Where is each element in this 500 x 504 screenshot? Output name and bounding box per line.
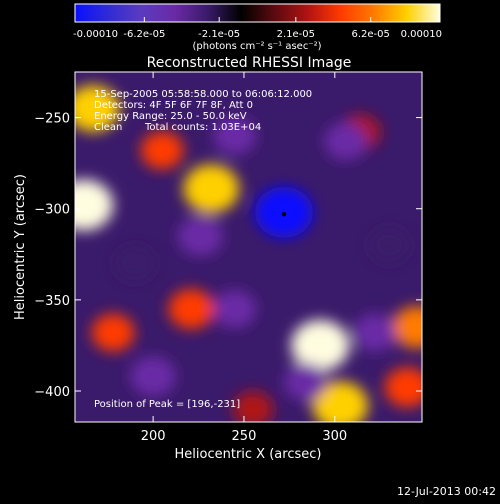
colorbar-tick-label: -0.00010 bbox=[73, 29, 118, 40]
emission-blob bbox=[168, 288, 214, 329]
y-axis-label: Heliocentric Y (arcsec) bbox=[13, 174, 28, 320]
colorbar bbox=[74, 3, 441, 23]
colorbar-ticks bbox=[74, 17, 441, 22]
annotation-block: 15-Sep-2005 05:58:58.000 to 06:06:12.000… bbox=[94, 89, 312, 410]
emission-blob bbox=[312, 381, 369, 422]
annotation-peak-position: Position of Peak = [196,-231] bbox=[94, 399, 240, 410]
colorbar-tick-label: 0.00010 bbox=[401, 29, 442, 40]
annotation-time-range: 15-Sep-2005 05:58:58.000 to 06:06:12.000 bbox=[94, 89, 312, 100]
emission-blob bbox=[232, 391, 274, 422]
emission-blob bbox=[140, 131, 184, 170]
emission-blob bbox=[75, 179, 114, 231]
y-tick-label: −250 bbox=[34, 112, 70, 127]
heatmap-layer bbox=[75, 85, 422, 422]
chart-title: Reconstructed RHESSI Image bbox=[147, 55, 352, 71]
y-tick-label: −400 bbox=[34, 385, 70, 400]
colorbar-tick-label: 6.2e-05 bbox=[351, 29, 389, 40]
negative-blob bbox=[284, 363, 328, 401]
peak-marker bbox=[281, 211, 287, 217]
x-tick-label: 250 bbox=[232, 429, 257, 444]
annotation-total-counts: Total counts: 1.03E+04 bbox=[144, 122, 261, 133]
x-axis-label: Heliocentric X (arcsec) bbox=[175, 447, 322, 462]
emission-blob bbox=[91, 313, 135, 352]
annotation-energy-range: Energy Range: 25.0 - 50.0 keV bbox=[94, 111, 247, 122]
colorbar-tick-label: -2.1e-05 bbox=[198, 29, 240, 40]
plot-frame bbox=[74, 71, 423, 423]
emission-blob bbox=[384, 367, 422, 408]
x-axis-ticks: 200 250 300 bbox=[141, 72, 347, 444]
y-tick-label: −300 bbox=[34, 203, 70, 218]
emission-blob bbox=[183, 164, 240, 214]
y-axis-ticks: −250 −300 −350 −400 bbox=[34, 112, 422, 400]
colorbar-tick-label: -6.2e-05 bbox=[123, 29, 165, 40]
emission-blob bbox=[75, 85, 120, 132]
negative-blob bbox=[213, 290, 257, 328]
negative-blob bbox=[324, 122, 368, 161]
x-tick-label: 200 bbox=[141, 429, 166, 444]
emission-blob bbox=[291, 320, 350, 371]
negative-blob bbox=[130, 356, 176, 397]
negative-blob bbox=[213, 116, 257, 155]
negative-blob bbox=[353, 313, 397, 352]
colorbar-tick-label: 2.1e-05 bbox=[277, 29, 315, 40]
negative-blob bbox=[114, 245, 156, 282]
date-stamp: 12-Jul-2013 00:42 bbox=[397, 485, 496, 498]
emission-blob bbox=[392, 306, 422, 349]
y-tick-label: −350 bbox=[34, 294, 70, 309]
negative-blob bbox=[177, 216, 224, 257]
annotation-detectors: Detectors: 4F 5F 6F 7F 8F, Att 0 bbox=[94, 100, 253, 111]
negative-blob bbox=[369, 227, 410, 263]
x-tick-label: 300 bbox=[322, 429, 347, 444]
colorbar-units-label: (photons cm⁻² s⁻¹ asec⁻²) bbox=[192, 41, 321, 52]
annotation-clean: Clean bbox=[94, 122, 122, 133]
colorbar-tick-labels: -0.00010 -6.2e-05 -2.1e-05 2.1e-05 6.2e-05 0.… bbox=[73, 29, 442, 40]
